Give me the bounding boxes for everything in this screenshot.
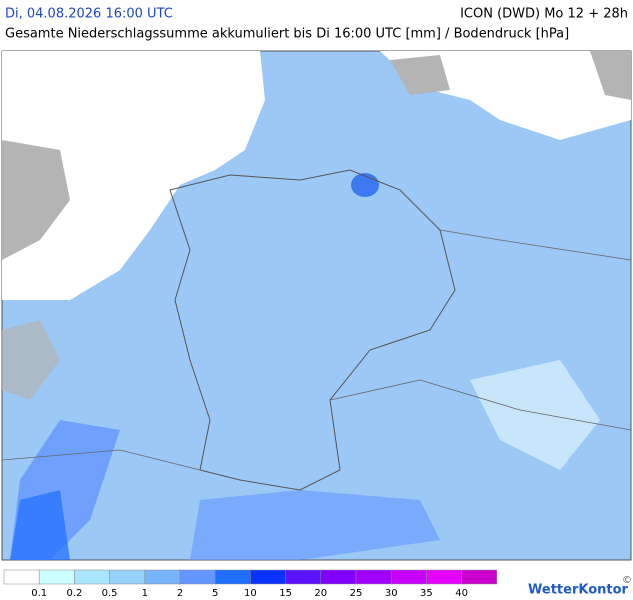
alps-rain-area	[190, 490, 440, 560]
subtitle: Gesamte Niederschlagssumme akkumuliert b…	[5, 27, 569, 42]
legend-label: 25	[350, 588, 363, 599]
legend-label: 0.2	[66, 588, 82, 599]
legend-swatch	[355, 569, 392, 585]
legend-label: 30	[385, 588, 398, 599]
heavy-rain-core	[10, 490, 70, 560]
sea-north	[2, 51, 265, 300]
legend-label: 10	[244, 588, 257, 599]
datetime: Di, 04.08.2026 16:00 UTC	[5, 7, 173, 22]
logo: WetterKontor	[528, 583, 629, 598]
legend-swatch	[144, 569, 181, 585]
legend-label: 5	[212, 588, 218, 599]
land-west	[2, 320, 60, 400]
legend-swatch	[320, 569, 357, 585]
legend-swatch	[390, 569, 427, 585]
legend-swatch	[214, 569, 251, 585]
rain-cell	[351, 173, 379, 197]
light-rain-area	[470, 360, 600, 470]
borders	[1, 229, 632, 471]
map	[1, 50, 632, 561]
legend-label: 1	[142, 588, 148, 599]
legend-swatch	[109, 569, 146, 585]
land-sweden	[390, 55, 450, 95]
legend-swatch	[179, 569, 216, 585]
legend-label: 2	[177, 588, 183, 599]
land-east	[590, 51, 631, 100]
model-run: ICON (DWD) Mo 12 + 28h	[460, 7, 628, 22]
legend-label: 40	[455, 588, 468, 599]
legend-swatch	[461, 569, 498, 585]
legend-swatch	[426, 569, 462, 585]
legend: 0.1 0.2 0.5 1 2 5 10 15 20 25 30 35 40	[3, 569, 498, 599]
legend-swatch	[285, 569, 322, 585]
legend-swatch	[250, 569, 286, 585]
legend-label: 20	[314, 588, 327, 599]
legend-swatch	[74, 569, 110, 585]
legend-label: 35	[420, 588, 433, 599]
legend-label: 0.5	[102, 588, 118, 599]
legend-swatch	[3, 569, 40, 585]
copyright: ©	[622, 575, 632, 586]
land-england	[2, 140, 70, 260]
legend-swatch	[38, 569, 75, 585]
legend-label: 15	[279, 588, 292, 599]
legend-label: 0.1	[31, 588, 47, 599]
